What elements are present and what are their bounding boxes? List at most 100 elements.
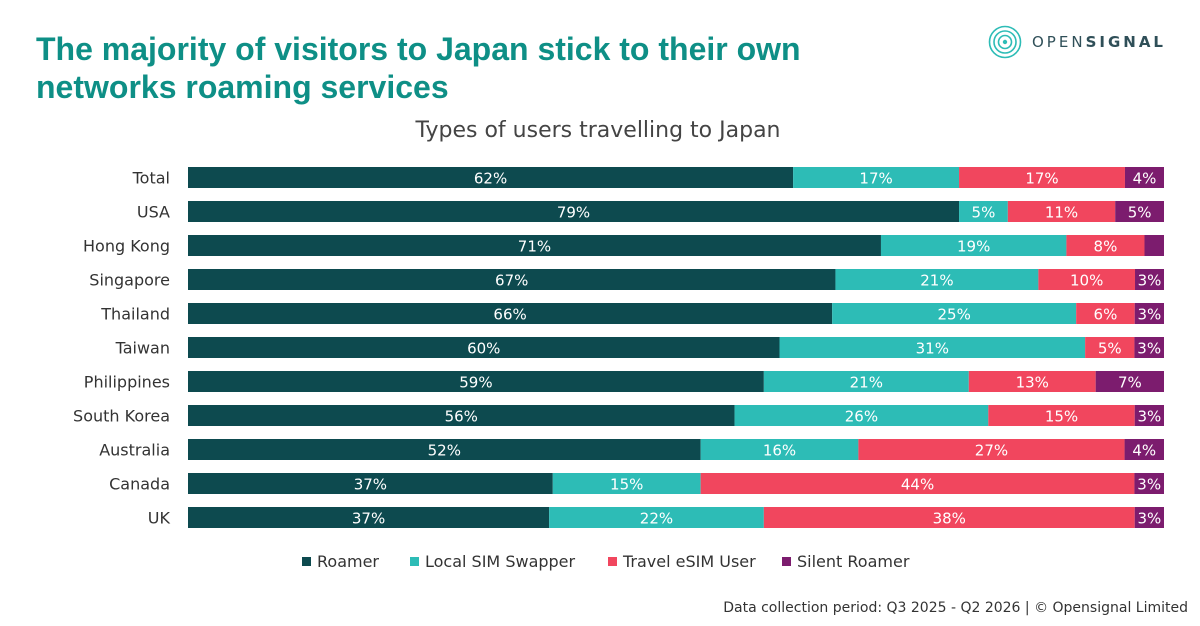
bar-segment-roamer (188, 337, 780, 358)
bar-segment-local-sim-swapper (835, 269, 1039, 290)
bar-segment-roamer (188, 269, 836, 290)
data-label: 25% (937, 306, 970, 324)
data-label: 15% (1045, 408, 1078, 426)
bar-segment-silent-roamer (1134, 337, 1164, 358)
data-label: 5% (972, 204, 996, 222)
data-label: 3% (1137, 306, 1161, 324)
brand-name-bold: SIGNAL (1085, 33, 1166, 51)
bar-segment-silent-roamer (1134, 303, 1164, 324)
bar-segment-roamer (188, 303, 833, 324)
bar-row-hong-kong: Hong Kong 71% 19% 8% (83, 235, 1164, 256)
category-label: South Korea (73, 407, 170, 426)
category-label: Taiwan (115, 339, 170, 358)
data-label: 3% (1137, 340, 1161, 358)
data-label: 6% (1094, 306, 1118, 324)
data-label: 44% (901, 476, 934, 494)
data-label: 4% (1132, 442, 1156, 460)
footer-note: Data collection period: Q3 2025 - Q2 202… (723, 600, 1188, 616)
category-label: Philippines (84, 373, 170, 392)
data-label: 37% (354, 476, 387, 494)
legend-swatch (608, 557, 617, 566)
data-label: 16% (763, 442, 796, 460)
data-label: 27% (975, 442, 1008, 460)
category-label: Australia (99, 441, 170, 460)
bar-row-philippines: Philippines 59% 21% 13% 7% (84, 371, 1164, 392)
data-label: 5% (1098, 340, 1122, 358)
data-label: 37% (352, 510, 385, 528)
bar-segment-local-sim-swapper (734, 405, 989, 426)
bar-row-taiwan: Taiwan 60% 31% 5% 3% (115, 337, 1164, 358)
data-label: 8% (1094, 238, 1118, 256)
data-label: 17% (1025, 170, 1058, 188)
bar-segment-silent-roamer (1115, 201, 1164, 222)
bar-segment-travel-esim-user (959, 167, 1125, 188)
legend-label: Roamer (317, 552, 379, 571)
bar-segment-roamer (188, 235, 881, 256)
bar-segment-silent-roamer (1134, 473, 1164, 494)
data-label: 21% (850, 374, 883, 392)
stacked-bar-chart: Types of users travelling to Japan Total… (73, 118, 1164, 571)
data-label: 62% (474, 170, 507, 188)
legend-label: Local SIM Swapper (425, 552, 576, 571)
headline-line-1: The majority of visitors to Japan stick … (36, 31, 801, 67)
bar-segment-local-sim-swapper (763, 371, 969, 392)
category-label: Hong Kong (83, 237, 170, 256)
data-label: 22% (640, 510, 673, 528)
bar-row-thailand: Thailand 66% 25% 6% 3% (100, 303, 1164, 324)
legend-swatch (302, 557, 311, 566)
bar-segment-silent-roamer (1134, 405, 1164, 426)
bar-segment-roamer (188, 473, 553, 494)
bar-row-australia: Australia 52% 16% 27% 4% (99, 439, 1164, 460)
data-label: 4% (1133, 170, 1157, 188)
data-label: 3% (1137, 408, 1161, 426)
bar-area: Total 62% 17% 17% 4% USA 79% 5% 11% 5% Hong Kong 71… (73, 167, 1164, 528)
legend-item-local-sim-swapper: Local SIM Swapper (410, 552, 576, 571)
data-label: 15% (610, 476, 643, 494)
category-label: Thailand (100, 305, 170, 324)
bar-segment-silent-roamer (1134, 507, 1164, 528)
bar-row-usa: USA 79% 5% 11% 5% (137, 201, 1164, 222)
bar-segment-roamer (188, 439, 701, 460)
data-label: 11% (1045, 204, 1078, 222)
legend-item-roamer: Roamer (302, 552, 379, 571)
headline: The majority of visitors to Japan stick … (36, 30, 896, 106)
bar-segment-travel-esim-user (988, 405, 1135, 426)
bar-row-canada: Canada 37% 15% 44% 3% (109, 473, 1164, 494)
bar-segment-roamer (188, 167, 794, 188)
bar-segment-travel-esim-user (1007, 201, 1116, 222)
legend-swatch (782, 557, 791, 566)
chart-title: Types of users travelling to Japan (414, 118, 780, 143)
category-label: USA (137, 203, 170, 222)
bar-segment-travel-esim-user (1038, 269, 1136, 290)
headline-line-2: networks roaming services (36, 69, 449, 105)
data-label: 31% (916, 340, 949, 358)
bar-row-south-korea: South Korea 56% 26% 15% 3% (73, 405, 1164, 426)
bar-segment-roamer (188, 507, 550, 528)
brand-name-light: OPEN (1032, 33, 1086, 51)
data-label: 3% (1138, 272, 1162, 290)
bar-segment-silent-roamer (1095, 371, 1164, 392)
data-label: 7% (1118, 374, 1142, 392)
bar-segment-local-sim-swapper (832, 303, 1077, 324)
data-label: 71% (518, 238, 551, 256)
bar-segment-local-sim-swapper (552, 473, 701, 494)
data-label: 60% (467, 340, 500, 358)
bar-segment-travel-esim-user (968, 371, 1096, 392)
bar-segment-travel-esim-user (1066, 235, 1145, 256)
bar-row-total: Total 62% 17% 17% 4% (132, 167, 1164, 188)
data-label: 19% (957, 238, 990, 256)
bar-segment-local-sim-swapper (779, 337, 1086, 358)
chart-legend: Roamer Local SIM Swapper Travel eSIM User S… (302, 552, 910, 571)
data-label: 59% (459, 374, 492, 392)
bar-segment-local-sim-swapper (880, 235, 1067, 256)
legend-item-travel-esim-user: Travel eSIM User (608, 552, 756, 571)
data-label: 67% (495, 272, 528, 290)
data-label: 21% (920, 272, 953, 290)
bar-segment-local-sim-swapper (549, 507, 764, 528)
opensignal-ripple-icon (988, 25, 1022, 59)
bar-segment-silent-roamer (1135, 269, 1164, 290)
data-label: 10% (1070, 272, 1103, 290)
category-label: UK (148, 509, 171, 528)
category-label: Canada (109, 475, 170, 494)
bar-segment-roamer (188, 405, 735, 426)
